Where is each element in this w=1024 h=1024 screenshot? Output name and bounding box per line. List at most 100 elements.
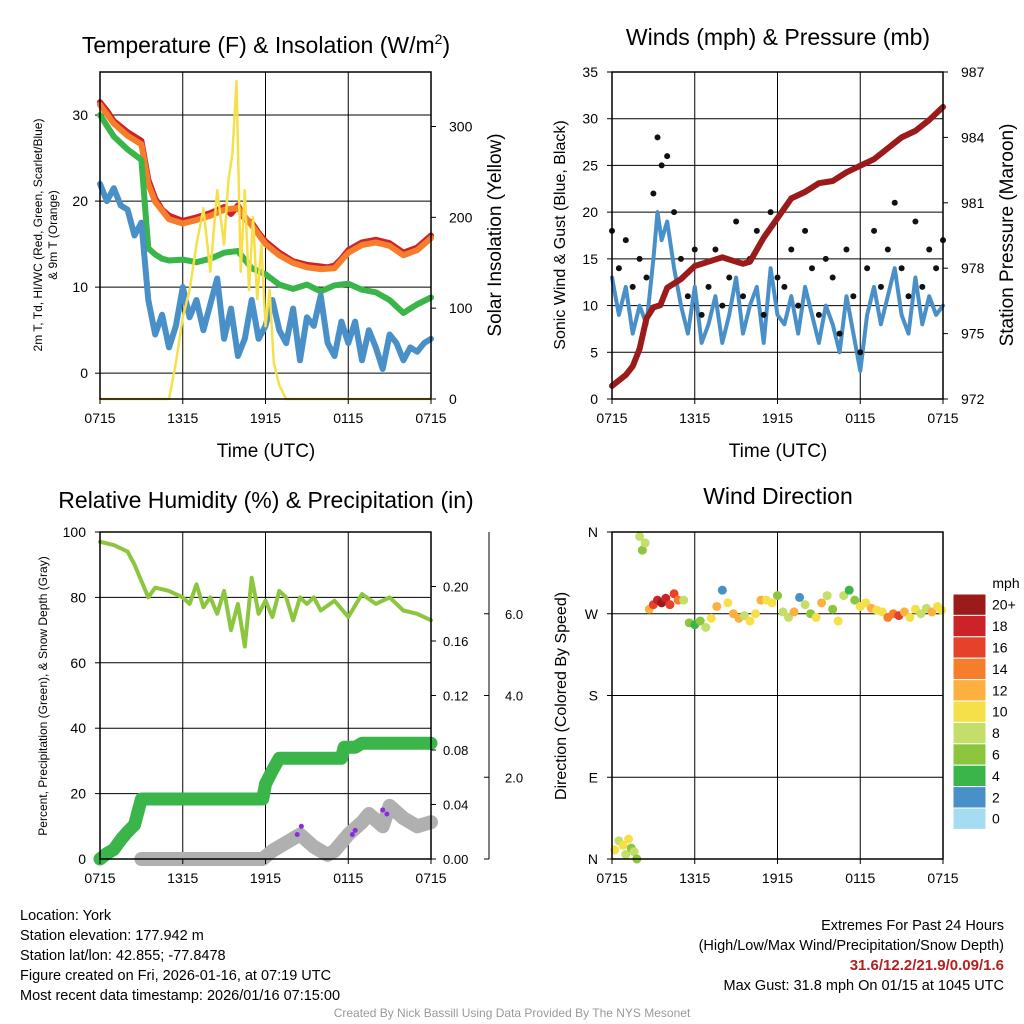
wind-x-tick-label: 1315 <box>679 410 710 426</box>
wind-gust-point <box>815 311 822 318</box>
wdir-point <box>833 616 843 626</box>
figure-created: Figure created on Fri, 2026-01-16, at 07… <box>20 968 332 984</box>
wind-gust-point <box>658 162 665 169</box>
rh-x-tick-label: 1915 <box>250 870 281 886</box>
rh-x-tick-label: 0715 <box>415 870 446 886</box>
wdir-point <box>665 600 675 610</box>
wind-speed-legend: mph 20+ 18 16 14 12 10 8 6 4 2 0 <box>952 575 1020 830</box>
temp-x-tick-label: 1915 <box>250 410 281 426</box>
wdir-point <box>712 601 722 611</box>
rh-y2-tick-label: 0.00 <box>443 852 468 867</box>
wind-y-tick-label: 10 <box>582 298 598 314</box>
wind-gust-point <box>629 283 636 290</box>
wdir-x-tick-label: 0715 <box>596 870 627 886</box>
wdir-point <box>916 609 926 619</box>
wind-gust-point <box>643 274 650 281</box>
wind-gust-point <box>898 265 905 272</box>
rh-series-snow-depth <box>134 798 438 866</box>
wind-gust-point <box>677 255 684 262</box>
legend-label: 16 <box>992 640 1008 656</box>
temp-y-label-line2: & 9m T (Orange) <box>46 190 60 280</box>
wind-y-tick-label: 15 <box>582 251 598 267</box>
legend-label: 14 <box>992 661 1008 677</box>
temp-y2-tick-label: 100 <box>449 300 473 316</box>
station-location: Location: York <box>20 908 112 924</box>
rh-snow-alt-point <box>384 811 390 817</box>
temp-x-tick-label: 0715 <box>415 410 446 426</box>
wind-gust-point <box>926 246 933 253</box>
wdir-point <box>800 600 810 610</box>
rh-y2-tick-label: 0.04 <box>443 798 468 813</box>
temp-series-9m-t <box>97 101 434 273</box>
wind-gust-point <box>836 330 843 337</box>
rh-snow-alt-point <box>298 823 304 829</box>
wind-gust-point <box>774 274 781 281</box>
legend-swatch <box>952 636 987 659</box>
credit-line: Created By Nick Bassill Using Data Provi… <box>333 1006 691 1020</box>
wdir-point <box>877 607 887 617</box>
extremes-values: 31.6/12.2/21.9/0.09/1.6 <box>849 957 1004 974</box>
rh-y-tick-label: 20 <box>70 786 86 802</box>
legend-label: 12 <box>992 682 1008 698</box>
wind-series-sonic-wind <box>610 210 945 373</box>
wdir-point <box>927 607 937 617</box>
wind-y2-tick-label: 981 <box>961 195 985 211</box>
extremes-info: Extremes For Past 24 Hours (High/Low/Max… <box>699 916 1004 996</box>
wind-gust-point <box>650 190 657 197</box>
station-elevation: Station elevation: 177.942 m <box>20 928 204 944</box>
wind-gust-point <box>664 153 671 160</box>
wind-y-tick-label: 30 <box>582 111 598 127</box>
wind-gust-point <box>884 246 891 253</box>
legend-label: 8 <box>992 725 1000 741</box>
wind-gust-point <box>843 246 850 253</box>
rh-snow-alt-point <box>380 807 386 813</box>
wdir-point <box>695 616 705 626</box>
wind-y-tick-label: 25 <box>582 157 598 173</box>
legend-label: 20+ <box>992 597 1016 613</box>
rh-y2-tick-label: 0.08 <box>443 743 468 758</box>
legend-swatch <box>952 807 987 830</box>
wind-gust-point <box>788 246 795 253</box>
wdir-point <box>635 532 645 542</box>
wdir-title: Wind Direction <box>703 483 853 509</box>
wdir-point <box>679 595 689 605</box>
recent-timestamp: Most recent data timestamp: 2026/01/16 0… <box>20 988 341 1004</box>
temp-y-tick-label: 30 <box>72 107 88 123</box>
temp-y2-tick-label: 200 <box>449 209 473 225</box>
legend-swatch <box>952 786 987 809</box>
wind-gust-point <box>760 311 767 318</box>
wind-gust-point <box>808 265 815 272</box>
wind-y-tick-label: 5 <box>590 344 598 360</box>
wind-gust-point <box>905 293 912 300</box>
wind-y-tick-label: 0 <box>590 391 598 407</box>
wdir-y-tick-label: N <box>588 851 598 867</box>
wind-panel: 0 5 10 15 20 25 30 35 972 975 978 981 984 987 0715 1315… <box>552 24 1018 462</box>
wind-y2-tick-label: 975 <box>961 326 985 342</box>
wdir-point <box>629 847 639 857</box>
rh-panel: 0 20 40 60 80 100 0.00 0.04 0.08 0.12 0.16 0.20 2.0 4… <box>36 487 523 886</box>
wdir-point <box>621 849 631 859</box>
temp-series-solar-insolation <box>98 79 433 401</box>
wdir-point <box>750 609 760 619</box>
wdir-y-tick-label: S <box>589 688 598 704</box>
rh-series-relative-humidity <box>98 539 433 649</box>
wind-y2-tick-label: 978 <box>961 260 985 276</box>
wind-gust-point <box>712 246 719 253</box>
legend-label: 18 <box>992 618 1008 634</box>
wdir-point <box>937 605 947 615</box>
wind-gust-point <box>857 349 864 356</box>
wind-gust-point <box>877 283 884 290</box>
wdir-point <box>784 612 794 622</box>
wdir-point <box>618 840 628 850</box>
wdir-point <box>773 591 782 601</box>
rh-snow-alt-point <box>294 831 300 837</box>
wdir-point <box>723 598 733 608</box>
legend-swatch <box>952 679 987 702</box>
wdir-point <box>839 591 849 601</box>
wind-gust-point <box>733 218 740 225</box>
wdir-point <box>905 612 915 622</box>
wdir-point <box>844 585 854 595</box>
wdir-y-tick-label: W <box>585 606 599 622</box>
wdir-point <box>706 613 716 623</box>
rh-y2-tick-label: 0.16 <box>443 634 468 649</box>
